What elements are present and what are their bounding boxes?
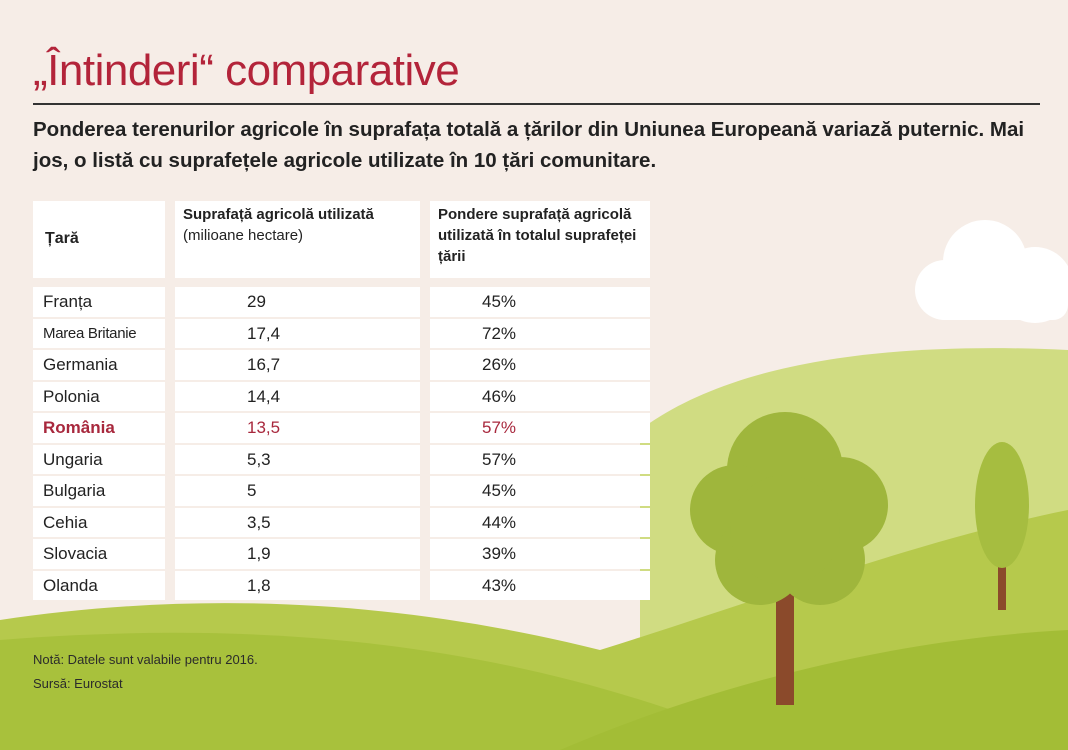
table-row: Olanda 1,8 43% [33,570,650,600]
table-cell: Germania [33,350,165,380]
table-row: Bulgaria 5 45% [33,476,650,506]
table-cell: 29 [175,287,420,317]
header-cell: Suprafață agricolă utilizată (milioane he… [175,201,420,278]
title-rule [33,103,1040,105]
header-cell: Țară [33,201,165,278]
subtitle: Ponderea terenurilor agricole în suprafa… [33,118,1025,172]
table-cell: 5,3 [175,444,420,474]
small-tree-trunk [998,540,1006,610]
table-row: Franța 29 45% [33,287,650,317]
note: Notă: Datele sunt valabile pentru 2016. [33,652,258,667]
title: „Întinderi“ comparative [33,46,460,95]
hill-front [0,632,700,750]
hill-right [560,630,1068,750]
table-cell: 72% [430,318,650,348]
table-cell: 16,7 [175,350,420,380]
table-cell: 44% [430,507,650,537]
cloud [915,220,1068,323]
table-row: Ungaria 5,3 57% [33,444,650,474]
source: Sursă: Eurostat [33,676,123,691]
big-tree-crown [690,412,888,605]
table-cell: 26% [430,350,650,380]
table-cell: Marea Britanie [33,318,165,348]
table-cell: 46% [430,381,650,411]
table-row: România 13,5 57% [33,413,650,443]
header-text: Suprafață agricolă utilizată [183,206,374,223]
table-cell: 43% [430,570,650,600]
table-cell: 45% [430,476,650,506]
table-cell: 14,4 [175,381,420,411]
header-cell: Pondere suprafață agricolă utilizată în … [430,201,650,278]
table-cell: 13,5 [175,413,420,443]
table-cell: 5 [175,476,420,506]
header-text: Țară [45,230,79,247]
small-tree-crown [975,442,1029,568]
table-cell: Olanda [33,570,165,600]
table-cell: Slovacia [33,539,165,569]
table-cell: Polonia [33,381,165,411]
header-row: Țară Suprafață agricolă utilizată (milioa… [33,201,650,278]
big-tree-trunk [776,570,794,705]
table-cell: 17,4 [175,318,420,348]
table-cell: Franța [33,287,165,317]
table-cell: 39% [430,539,650,569]
table-cell: 1,9 [175,539,420,569]
header-text: Pondere suprafață agricolă utilizată în … [438,206,637,265]
table-cell: 57% [430,413,650,443]
table-row: Cehia 3,5 44% [33,507,650,537]
table-cell: 1,8 [175,570,420,600]
table-row: Germania 16,7 26% [33,350,650,380]
table-cell: 3,5 [175,507,420,537]
table: Țară Suprafață agricolă utilizată (milioa… [33,201,650,602]
table-row: Marea Britanie 17,4 72% [33,318,650,348]
table-cell: 57% [430,444,650,474]
table-cell: Ungaria [33,444,165,474]
table-row: Polonia 14,4 46% [33,381,650,411]
table-row: Slovacia 1,9 39% [33,539,650,569]
table-cell: Cehia [33,507,165,537]
table-cell: România [33,413,165,443]
header-unit: (milioane hectare) [183,227,304,244]
table-cell: 45% [430,287,650,317]
table-cell: Bulgaria [33,476,165,506]
